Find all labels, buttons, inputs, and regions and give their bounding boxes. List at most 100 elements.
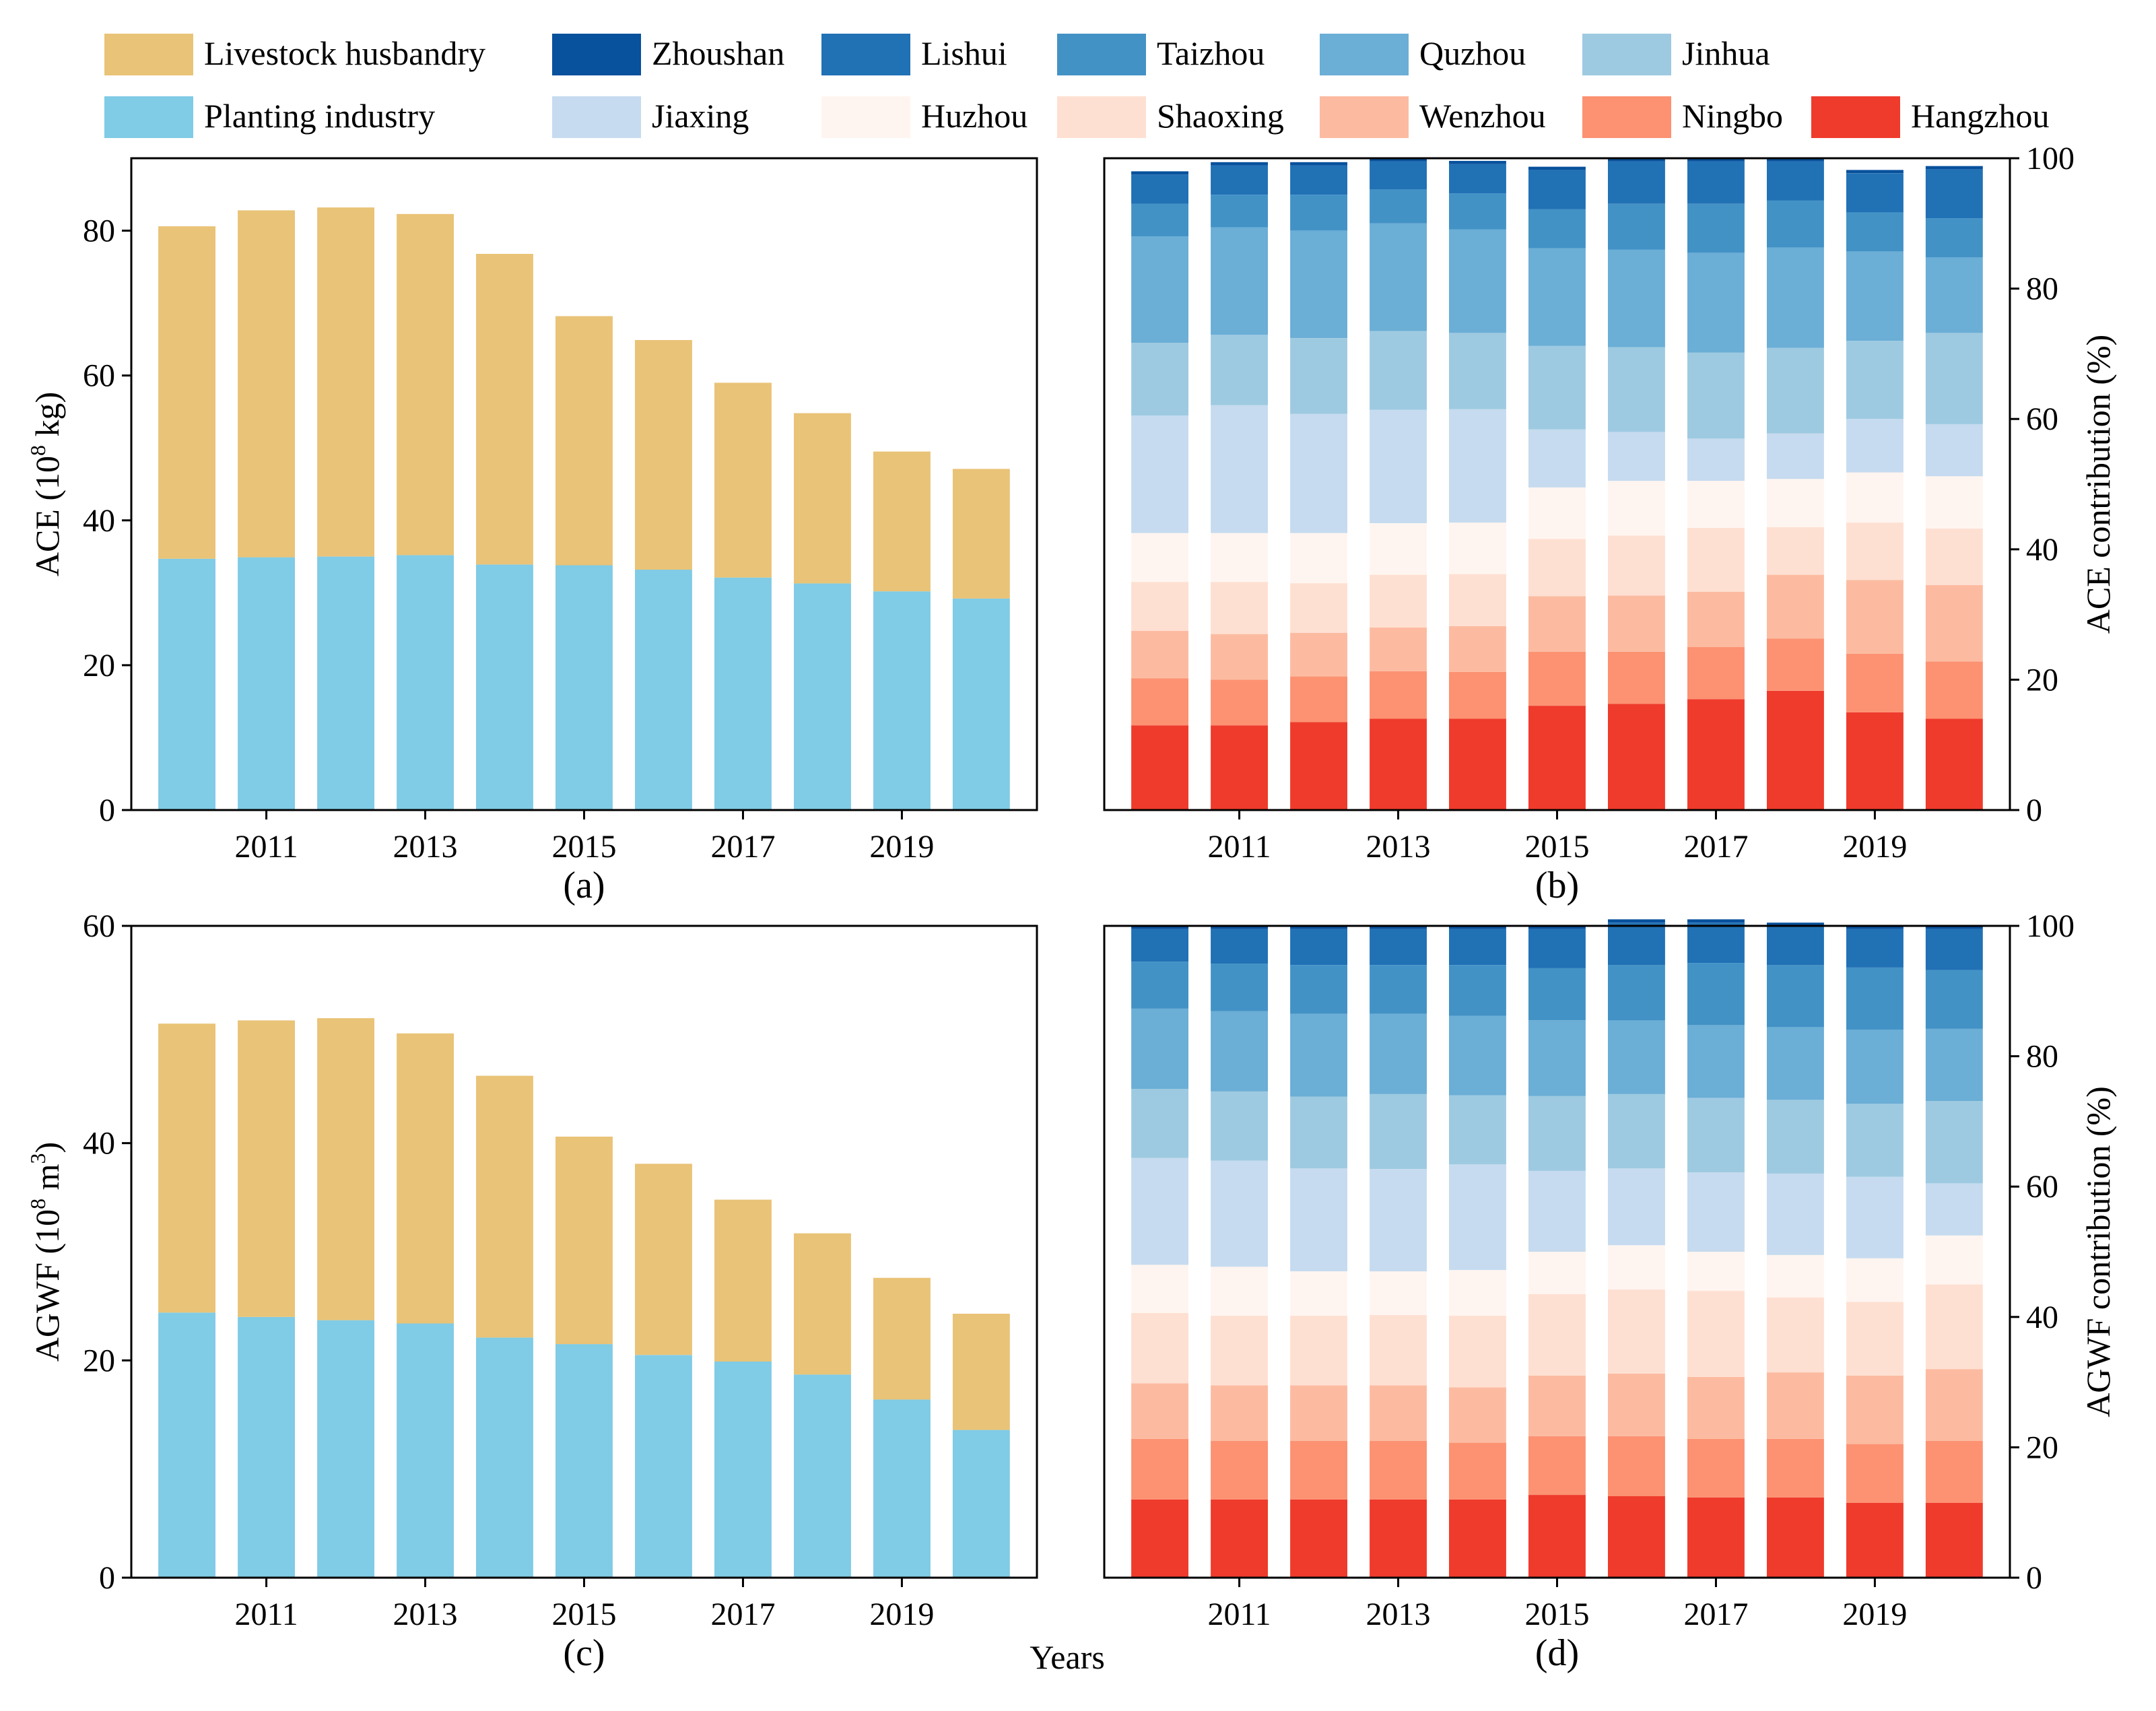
- y-axis-title-part: ): [28, 1142, 66, 1153]
- bar-livestock-husbandry-2019: [873, 451, 931, 592]
- bar-planting-industry-2012: [317, 556, 374, 810]
- bar-wenzhou-2010: [1131, 630, 1188, 679]
- y-axis-title-sup: 8: [26, 445, 50, 456]
- legend-label-jiaxing: Jiaxing: [652, 97, 749, 135]
- bar-hangzhou-2010: [1131, 1499, 1188, 1578]
- legend-swatch-zhoushan: [552, 34, 641, 75]
- bar-jinhua-2015: [1528, 345, 1586, 430]
- bar-shaoxing-2017: [1687, 527, 1745, 592]
- legend-item-livestock-husbandry: Livestock husbandry: [104, 34, 485, 75]
- bar-huzhou-2010: [1131, 533, 1188, 582]
- x-tick-label: 2015: [1525, 829, 1590, 865]
- x-ticks: 2011 2013 2015 2017 2019: [1207, 1578, 1907, 1632]
- bar-planting-industry-2015: [555, 565, 613, 810]
- bar-planting-industry-2018: [794, 583, 851, 810]
- legend-item-hangzhou: Hangzhou: [1811, 96, 2050, 138]
- bar-taizhou-2017: [1687, 203, 1745, 253]
- bar-jiaxing-2018: [1767, 1173, 1824, 1255]
- bar-wenzhou-2012: [1290, 1385, 1347, 1441]
- bar-livestock-husbandry-2014: [476, 254, 533, 565]
- bar-taizhou-2010: [1131, 203, 1188, 237]
- bar-livestock-husbandry-2017: [714, 382, 772, 578]
- panel-label: (b): [1535, 865, 1579, 906]
- y-axis-title-part: AGWF (10: [28, 1209, 66, 1362]
- bar-lishui-2012: [1290, 165, 1347, 195]
- bar-hangzhou-2018: [1767, 1497, 1824, 1578]
- bar-planting-industry-2016: [635, 569, 692, 810]
- bar-jiaxing-2016: [1608, 1168, 1665, 1246]
- bar-zhoushan-2014: [1449, 926, 1506, 929]
- bar-jinhua-2012: [1290, 338, 1347, 414]
- legend-swatch-wenzhou: [1320, 96, 1409, 138]
- bar-quzhou-2019: [1846, 251, 1904, 341]
- bar-wenzhou-2015: [1528, 1375, 1586, 1436]
- legend-label-ningbo: Ningbo: [1682, 97, 1783, 135]
- bar-hangzhou-2017: [1687, 1497, 1745, 1578]
- bar-zhoushan-2016: [1608, 919, 1665, 923]
- y-tick-label: 60: [83, 908, 115, 944]
- x-tick-label: 2011: [234, 1597, 298, 1632]
- bar-huzhou-2018: [1767, 1254, 1824, 1298]
- y-axis-title: AGWF (108 m3): [26, 1142, 66, 1362]
- bar-zhoushan-2010: [1131, 171, 1188, 175]
- bar-lishui-2014: [1449, 929, 1506, 965]
- y-tick-label: 0: [99, 793, 115, 828]
- panel-b-chart: 0 20 40 60 80 100 2011 2013 2015 2017 2019 ACE cont…: [1103, 141, 2117, 906]
- bar-jinhua-2016: [1608, 347, 1665, 432]
- y-axis-title: AGWF contribution (%): [2079, 1086, 2117, 1417]
- bar-wenzhou-2020: [1925, 1369, 1983, 1441]
- bar-quzhou-2016: [1608, 1020, 1665, 1094]
- y-ticks: 0 20 40 60 80: [83, 213, 131, 828]
- legend-label-planting-industry: Planting industry: [204, 97, 435, 135]
- bar-huzhou-2016: [1608, 481, 1665, 536]
- bar-hangzhou-2013: [1370, 1499, 1427, 1578]
- bar-planting-industry-2018: [794, 1374, 851, 1578]
- bar-quzhou-2010: [1131, 1008, 1188, 1089]
- legend-swatch-jinhua: [1582, 34, 1671, 75]
- bar-zhoushan-2020: [1925, 926, 1983, 929]
- bar-livestock-husbandry-2018: [794, 413, 851, 584]
- bar-lishui-2017: [1687, 922, 1745, 964]
- bar-livestock-husbandry-2019: [873, 1277, 931, 1400]
- bar-hangzhou-2019: [1846, 712, 1904, 810]
- x-tick-label: 2013: [1366, 829, 1431, 865]
- legend-swatch-livestock-husbandry: [104, 34, 193, 75]
- bar-zhoushan-2015: [1528, 166, 1586, 170]
- bar-hangzhou-2016: [1608, 1496, 1665, 1578]
- bar-wenzhou-2013: [1370, 628, 1427, 671]
- bar-huzhou-2014: [1449, 523, 1506, 574]
- y-tick-label: 40: [83, 1126, 115, 1162]
- bar-jiaxing-2012: [1290, 413, 1347, 533]
- bar-shaoxing-2019: [1846, 523, 1904, 580]
- bar-hangzhou-2013: [1370, 718, 1427, 810]
- bar-hangzhou-2016: [1608, 704, 1665, 810]
- bar-zhoushan-2013: [1370, 158, 1427, 162]
- bar-wenzhou-2016: [1608, 595, 1665, 652]
- bar-planting-industry-2011: [238, 1316, 295, 1578]
- bar-huzhou-2019: [1846, 472, 1904, 523]
- bar-jinhua-2013: [1370, 1094, 1427, 1169]
- legend-label-huzhou: Huzhou: [921, 97, 1028, 135]
- bar-jinhua-2018: [1767, 1100, 1824, 1174]
- bar-shaoxing-2013: [1370, 1314, 1427, 1386]
- bar-ningbo-2012: [1290, 676, 1347, 723]
- bar-ningbo-2013: [1370, 671, 1427, 719]
- panel-label: (a): [563, 865, 605, 906]
- bar-shaoxing-2014: [1449, 574, 1506, 626]
- bar-livestock-husbandry-2012: [317, 1018, 374, 1320]
- x-tick-label: 2015: [552, 829, 617, 865]
- bar-quzhou-2011: [1211, 1011, 1268, 1092]
- bar-shaoxing-2016: [1608, 1289, 1665, 1374]
- bar-lishui-2020: [1925, 929, 1983, 970]
- bar-jiaxing-2016: [1608, 432, 1665, 481]
- legend-item-huzhou: Huzhou: [821, 96, 1028, 138]
- legend-item-jiaxing: Jiaxing: [552, 96, 749, 138]
- bar-livestock-husbandry-2013: [397, 213, 454, 556]
- bar-shaoxing-2018: [1767, 1297, 1824, 1373]
- bar-huzhou-2020: [1925, 1235, 1983, 1285]
- bar-wenzhou-2018: [1767, 1372, 1824, 1439]
- bar-huzhou-2017: [1687, 481, 1745, 528]
- x-tick-label: 2017: [1683, 1597, 1748, 1632]
- x-ticks: 2011 2013 2015 2017 2019: [234, 810, 934, 865]
